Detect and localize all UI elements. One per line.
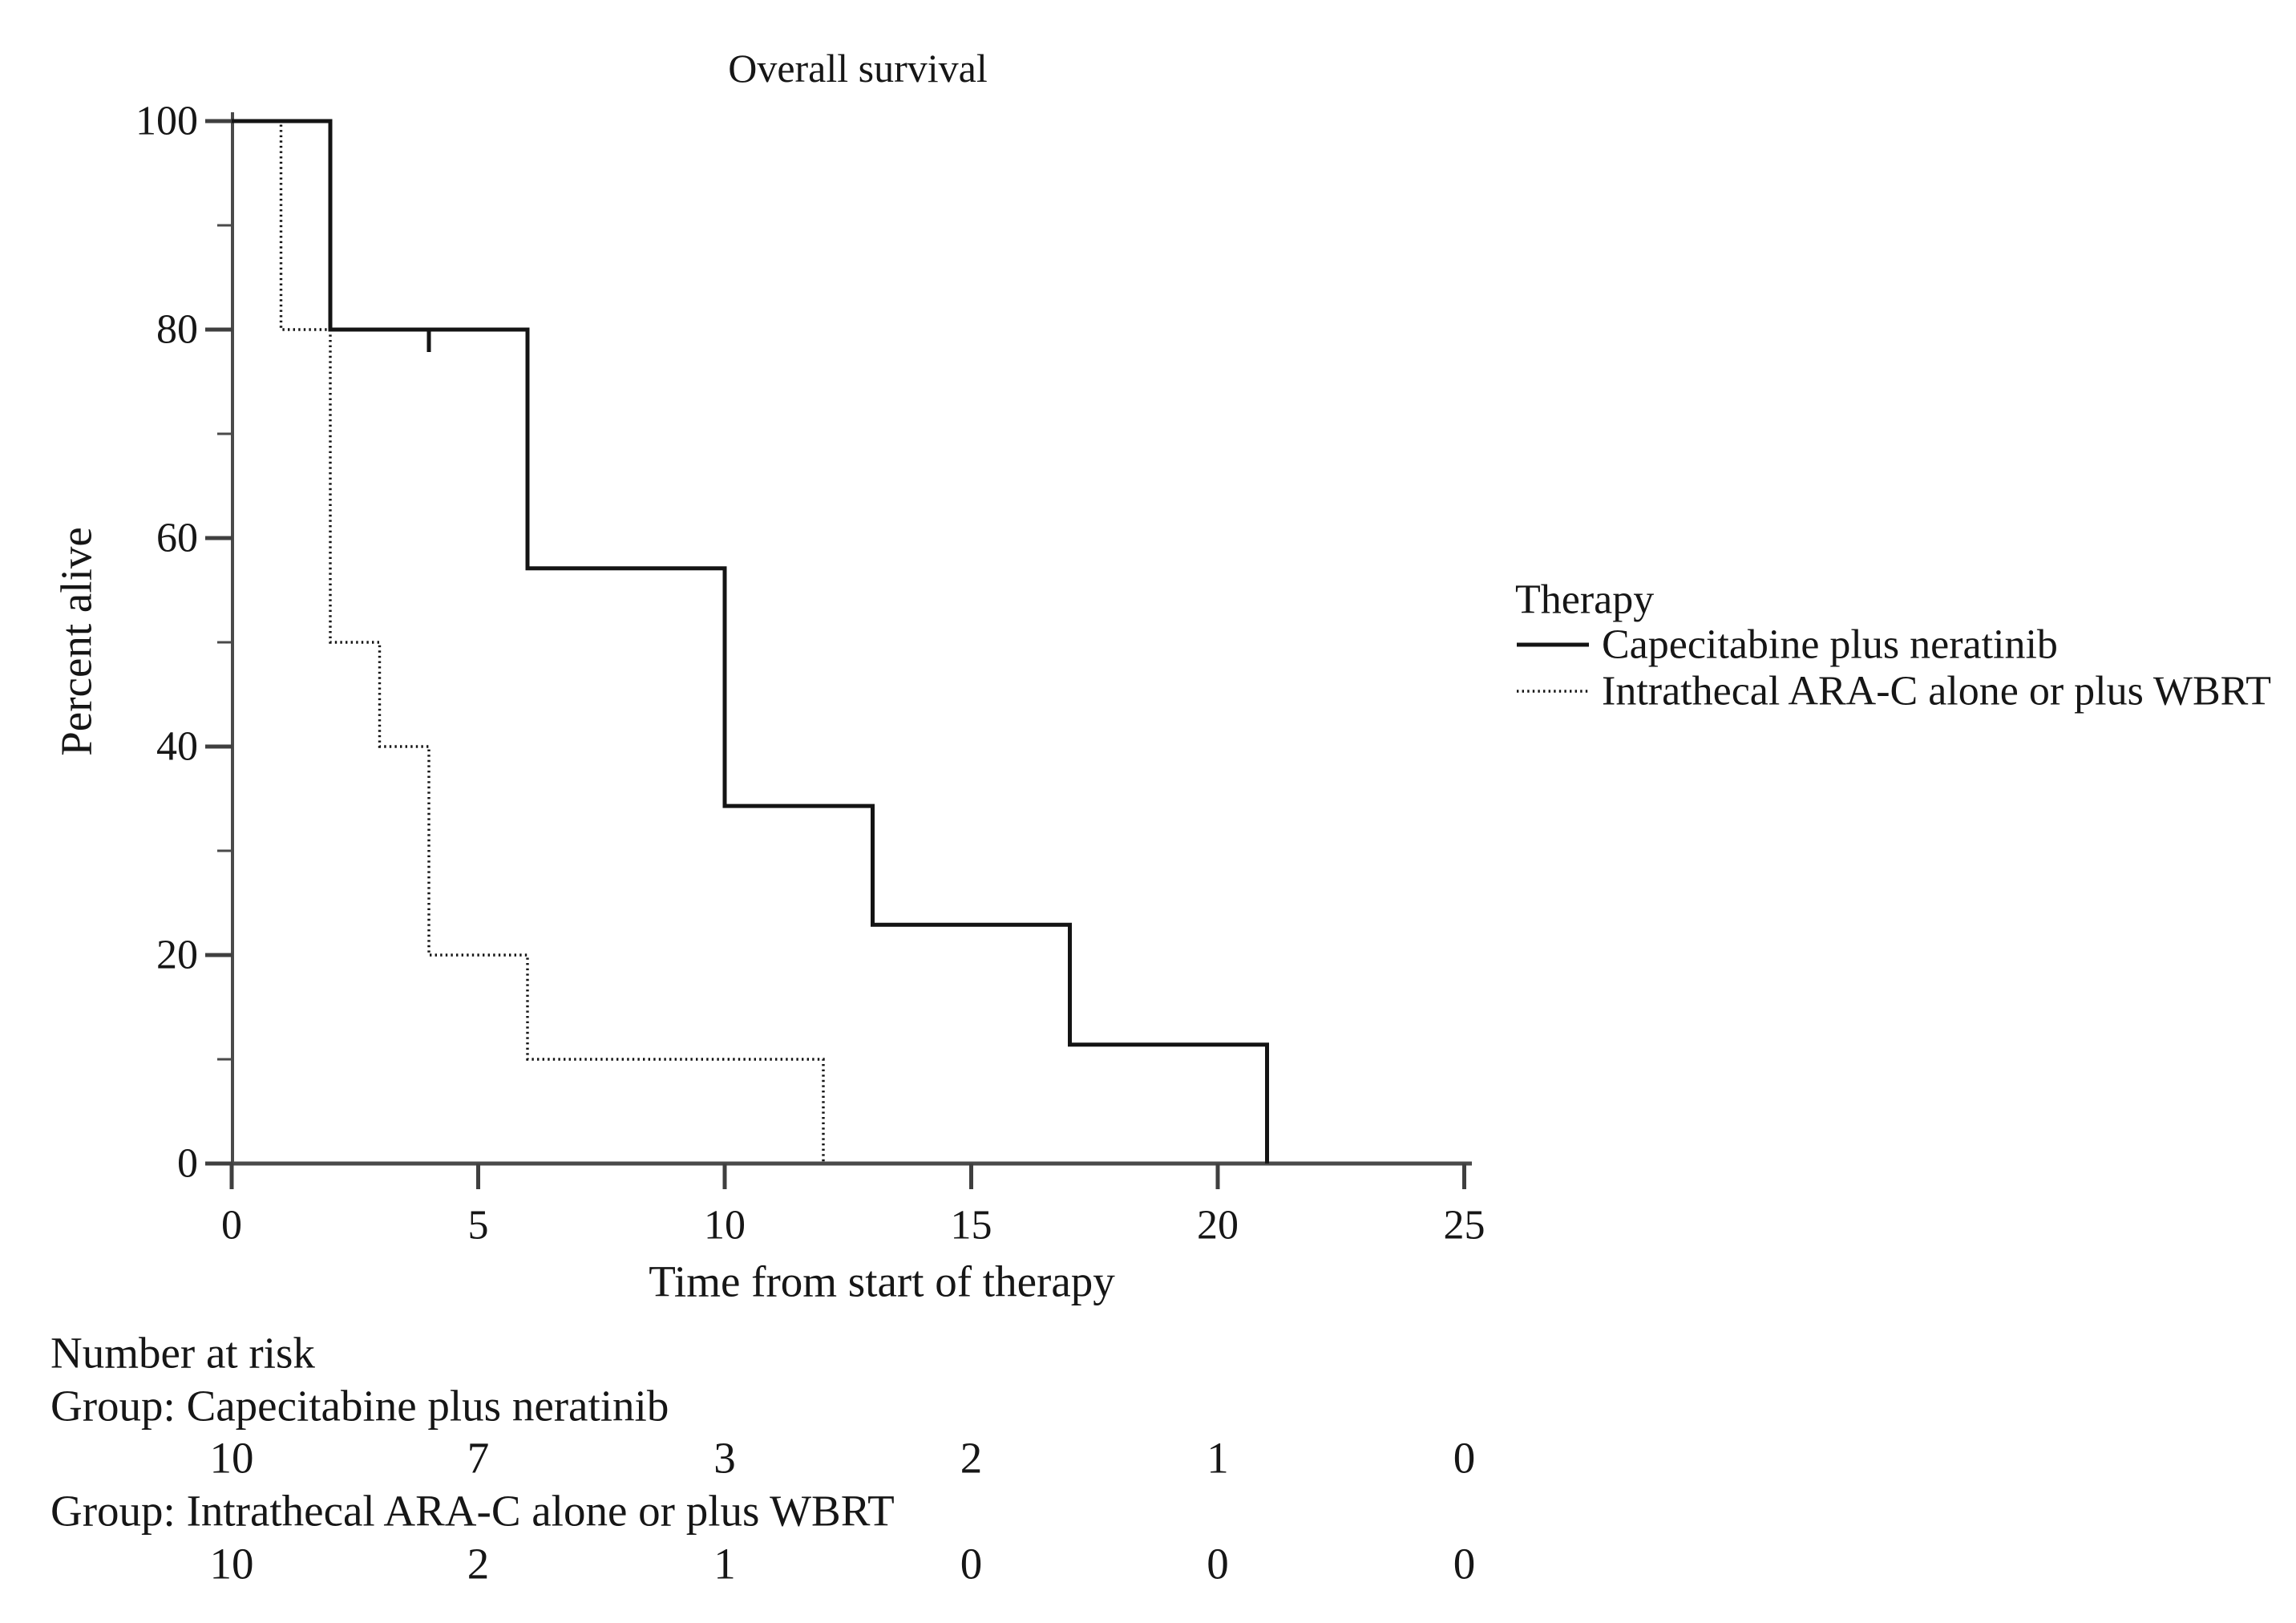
at-risk-row-1: 10 7 3 2 1 0: [210, 1434, 1476, 1483]
number-at-risk-table: Number at risk Group: Capecitabine plus …: [51, 1329, 1475, 1589]
y-axis-tick-label: 0: [177, 1141, 198, 1187]
at-risk-count: 1: [1207, 1434, 1229, 1483]
at-risk-count: 0: [1453, 1540, 1476, 1589]
at-risk-group-1-label: Group: Capecitabine plus neratinib: [51, 1382, 669, 1431]
chart-title: Overall survival: [728, 46, 988, 91]
x-axis-tick-label: 20: [1197, 1203, 1239, 1249]
survival-curve-solid: [232, 119, 1269, 1164]
legend-title: Therapy: [1515, 577, 1654, 623]
x-axis-tick-label: 0: [221, 1203, 242, 1249]
y-axis-tick-label: 20: [156, 933, 198, 978]
at-risk-count: 0: [1453, 1434, 1476, 1483]
y-axis-tick-label: 100: [135, 99, 198, 144]
legend: Therapy Capecitabine plus neratinib Intr…: [1515, 577, 2271, 714]
x-axis-title: Time from start of therapy: [649, 1257, 1115, 1306]
at-risk-heading: Number at risk: [51, 1329, 315, 1378]
x-axis-tick-label: 10: [704, 1203, 746, 1249]
plot-area: 0 20 40 60 80 100 0 5 10 15 20 25: [135, 99, 1486, 1249]
survival-curve-dotted: [232, 119, 825, 1164]
at-risk-group-2-label: Group: Intrathecal ARA-C alone or plus W…: [51, 1487, 895, 1536]
y-axis-tick-label: 40: [156, 724, 198, 770]
at-risk-count: 0: [960, 1540, 983, 1589]
at-risk-count: 2: [960, 1434, 983, 1483]
at-risk-count: 10: [210, 1540, 254, 1589]
at-risk-count: 3: [713, 1434, 736, 1483]
y-axis-tick-label: 80: [156, 307, 198, 353]
at-risk-count: 0: [1207, 1540, 1229, 1589]
at-risk-count: 2: [467, 1540, 490, 1589]
x-axis-tick-label: 15: [951, 1203, 992, 1249]
x-axis-tick-label: 5: [468, 1203, 489, 1249]
at-risk-count: 10: [210, 1434, 254, 1483]
legend-label-capecitabine: Capecitabine plus neratinib: [1602, 622, 2058, 668]
at-risk-count: 7: [467, 1434, 490, 1483]
x-axis-tick-label: 25: [1444, 1203, 1486, 1249]
y-axis-title: Percent alive: [52, 527, 101, 756]
at-risk-count: 1: [713, 1540, 736, 1589]
y-axis-tick-label: 60: [156, 516, 198, 561]
legend-label-intrathecal: Intrathecal ARA-C alone or plus WBRT: [1602, 669, 2271, 714]
at-risk-row-2: 10 2 1 0 0 0: [210, 1540, 1476, 1589]
